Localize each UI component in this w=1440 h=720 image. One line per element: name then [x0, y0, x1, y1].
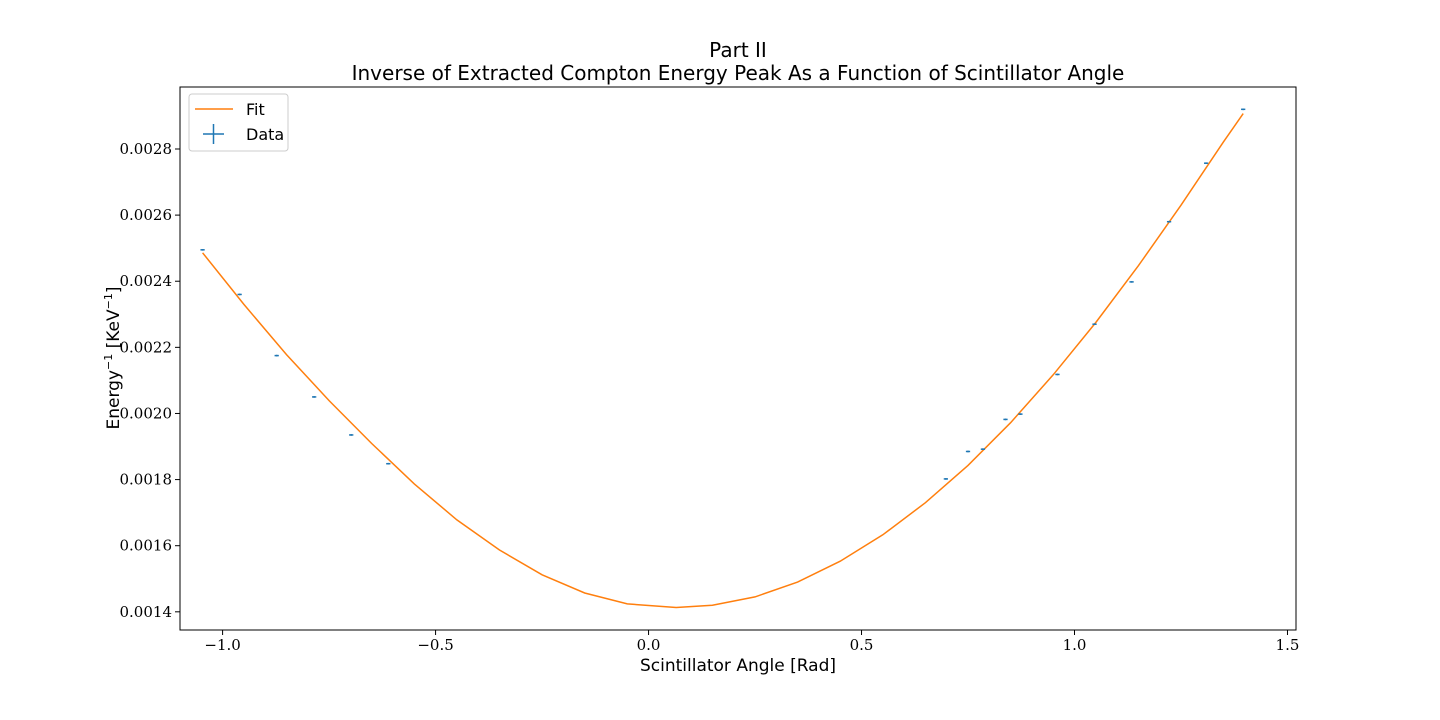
y-axis-label-exponent: −1: [102, 354, 115, 370]
x-tick-label: −0.5: [417, 636, 453, 654]
data-point: [349, 434, 354, 436]
y-tick-label: 0.0018: [120, 471, 173, 489]
data-point: [965, 450, 971, 453]
chart-subtitle: Inverse of Extracted Compton Energy Peak…: [352, 61, 1125, 85]
data-point: [1241, 108, 1246, 111]
y-tick-label: 0.0028: [120, 140, 173, 158]
data-point: [1003, 418, 1008, 421]
data-point: [1018, 413, 1023, 415]
y-axis-label-unit-exponent: −1: [102, 293, 115, 309]
legend: Fit Data: [188, 93, 289, 152]
plot-area-frame: [179, 86, 1297, 631]
x-axis-label: Scintillator Angle [Rad]: [640, 656, 836, 676]
y-tick-label: 0.0026: [120, 206, 173, 224]
x-tick-label: −1.0: [204, 636, 240, 654]
data-point: [274, 354, 279, 357]
legend-fit-label: Fit: [246, 100, 265, 119]
legend-data-swatch: [203, 124, 224, 144]
y-axis-label-base: Energy: [104, 370, 124, 430]
x-axis: −1.0 −0.5 0.0 0.5 1.0 1.5: [204, 630, 1299, 654]
y-axis-label: Energy−1 [KeV−1]: [102, 286, 124, 429]
data-series: [200, 108, 1246, 480]
x-tick-label: 0.5: [850, 636, 874, 654]
y-tick-label: 0.0016: [120, 537, 173, 555]
x-tick-label: 1.5: [1276, 636, 1300, 654]
data-point: [1092, 323, 1097, 326]
y-axis: 0.0014 0.0016 0.0018 0.0020 0.0022 0.0024 0.00…: [120, 140, 180, 621]
y-tick-label: 0.0020: [120, 404, 173, 422]
x-tick-label: 0.0: [637, 636, 661, 654]
fit-series: [202, 113, 1244, 609]
y-tick-label: 0.0024: [120, 272, 173, 290]
data-point: [386, 462, 391, 465]
y-axis-label-unit-open: [KeV: [104, 309, 124, 354]
data-point: [1129, 281, 1134, 283]
data-point: [1166, 220, 1172, 223]
y-tick-label: 0.0014: [120, 603, 173, 621]
data-point: [1055, 373, 1060, 376]
data-point: [943, 478, 948, 480]
chart-title: Part II: [709, 38, 767, 62]
legend-data-label: Data: [246, 125, 284, 144]
data-point: [1203, 162, 1209, 165]
y-axis-label-unit-close: ]: [104, 286, 124, 293]
y-tick-label: 0.0022: [120, 338, 173, 356]
data-point: [312, 396, 317, 398]
data-point: [980, 448, 986, 450]
x-tick-label: 1.0: [1063, 636, 1087, 654]
fit-line: [202, 113, 1244, 609]
data-point: [200, 248, 205, 251]
data-point: [237, 293, 242, 296]
